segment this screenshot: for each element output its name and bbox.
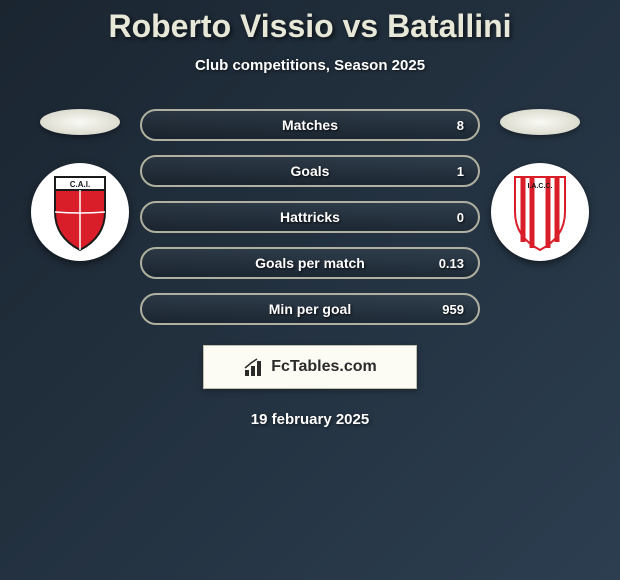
date-text: 19 february 2025 <box>251 411 369 428</box>
chart-icon <box>243 356 265 378</box>
right-column: I.A.C.C. <box>480 109 600 261</box>
brand-text: FcTables.com <box>271 358 377 376</box>
svg-text:C.A.I.: C.A.I. <box>70 180 90 189</box>
player-indicator-left <box>40 109 120 135</box>
stat-bar-hattricks: Hattricks 0 <box>140 201 480 233</box>
left-column: C.A.I. <box>20 109 140 261</box>
stat-label: Goals <box>291 163 330 179</box>
stat-bar-gpm: Goals per match 0.13 <box>140 247 480 279</box>
shield-icon: I.A.C.C. <box>505 172 575 252</box>
club-badge-left: C.A.I. <box>31 163 129 261</box>
stat-bar-matches: Matches 8 <box>140 109 480 141</box>
stats-column: Matches 8 Goals 1 Hattricks 0 Goals per … <box>140 109 480 325</box>
subtitle: Club competitions, Season 2025 <box>195 57 425 74</box>
stat-value-right: 0 <box>457 210 464 225</box>
stat-label: Goals per match <box>255 255 365 271</box>
svg-text:I.A.C.C.: I.A.C.C. <box>528 183 553 190</box>
stat-value-right: 8 <box>457 118 464 133</box>
stat-label: Matches <box>282 117 338 133</box>
stat-label: Min per goal <box>269 301 351 317</box>
player-indicator-right <box>500 109 580 135</box>
stat-label: Hattricks <box>280 209 340 225</box>
stat-bar-goals: Goals 1 <box>140 155 480 187</box>
page-title: Roberto Vissio vs Batallini <box>108 8 511 45</box>
brand-box[interactable]: FcTables.com <box>203 345 417 389</box>
shield-icon: C.A.I. <box>45 172 115 252</box>
stat-bar-mpg: Min per goal 959 <box>140 293 480 325</box>
stat-value-right: 0.13 <box>439 256 464 271</box>
stat-value-right: 959 <box>442 302 464 317</box>
stat-value-right: 1 <box>457 164 464 179</box>
main-area: C.A.I. Matches 8 Goals 1 Hattricks 0 Goa… <box>0 109 620 325</box>
club-badge-right: I.A.C.C. <box>491 163 589 261</box>
